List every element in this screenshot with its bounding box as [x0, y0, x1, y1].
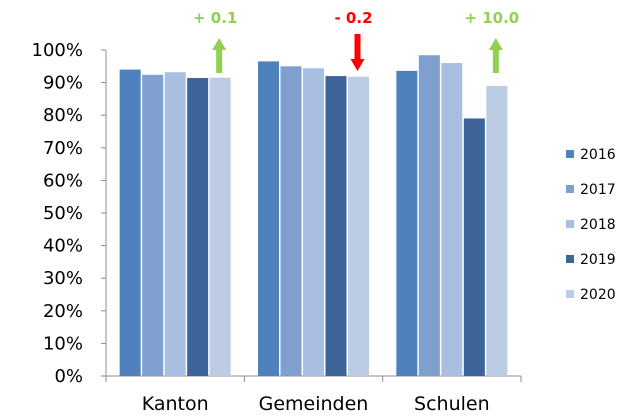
bar-kanton-2019	[187, 78, 209, 376]
axes: 0% 10% 20% 30% 40% 50% 60% 70% 80% 90% 100% Kanton G…	[32, 40, 522, 415]
y-tick-label: 90%	[43, 73, 83, 94]
bar-schulen-2019	[463, 118, 485, 377]
legend-label: 2020	[580, 287, 616, 303]
bar-schulen-2018	[441, 63, 463, 376]
y-tick-label: 10%	[43, 333, 83, 354]
legend-label: 2018	[580, 217, 616, 233]
y-tick-label: 30%	[43, 268, 83, 289]
y-tick-label: 80%	[43, 105, 83, 126]
bar-schulen-2017	[418, 55, 440, 376]
legend-label: 2019	[580, 252, 616, 268]
bar-kanton-2020	[209, 77, 231, 377]
change-annotation-label: + 0.1	[193, 9, 237, 27]
bar-gemeinden-2018	[303, 68, 324, 377]
legend-label: 2017	[580, 182, 616, 198]
bar-gemeinden-2020	[348, 76, 369, 377]
x-category-label: Schulen	[414, 393, 490, 415]
legend-swatch-2020	[566, 290, 574, 298]
bars	[119, 55, 508, 377]
legend-swatch-2018	[566, 220, 574, 228]
bar-kanton-2016	[119, 69, 141, 376]
annotations: + 0.1 - 0.2 + 10.0	[193, 9, 519, 73]
y-tick-label: 40%	[43, 236, 83, 257]
x-category-label: Gemeinden	[259, 393, 369, 415]
arrow-up-icon	[488, 38, 503, 73]
y-tick-label: 20%	[43, 301, 83, 322]
y-tick-label: 70%	[43, 138, 83, 159]
y-tick-label: 100%	[32, 40, 83, 61]
arrow-down-icon	[350, 34, 365, 71]
y-tick-label: 0%	[54, 366, 83, 387]
legend-swatch-2017	[566, 185, 574, 193]
change-annotation-label: + 10.0	[464, 9, 519, 27]
bar-schulen-2016	[396, 70, 418, 376]
legend-swatch-2016	[566, 150, 574, 158]
bar-schulen-2020	[486, 85, 508, 377]
change-annotation-label: - 0.2	[334, 9, 372, 27]
bar-gemeinden-2019	[325, 76, 347, 376]
x-category-label: Kanton	[142, 393, 209, 415]
arrow-up-icon	[212, 38, 227, 73]
legend-label: 2016	[580, 147, 616, 163]
legend: 2016 2017 2018 2019 2020	[566, 147, 616, 303]
y-tick-label: 50%	[43, 203, 83, 224]
legend-swatch-2019	[566, 255, 574, 263]
bar-kanton-2017	[142, 74, 164, 376]
bar-gemeinden-2017	[280, 66, 302, 377]
bar-kanton-2018	[164, 72, 186, 376]
y-tick-label: 60%	[43, 170, 83, 191]
bar-gemeinden-2016	[258, 61, 279, 376]
